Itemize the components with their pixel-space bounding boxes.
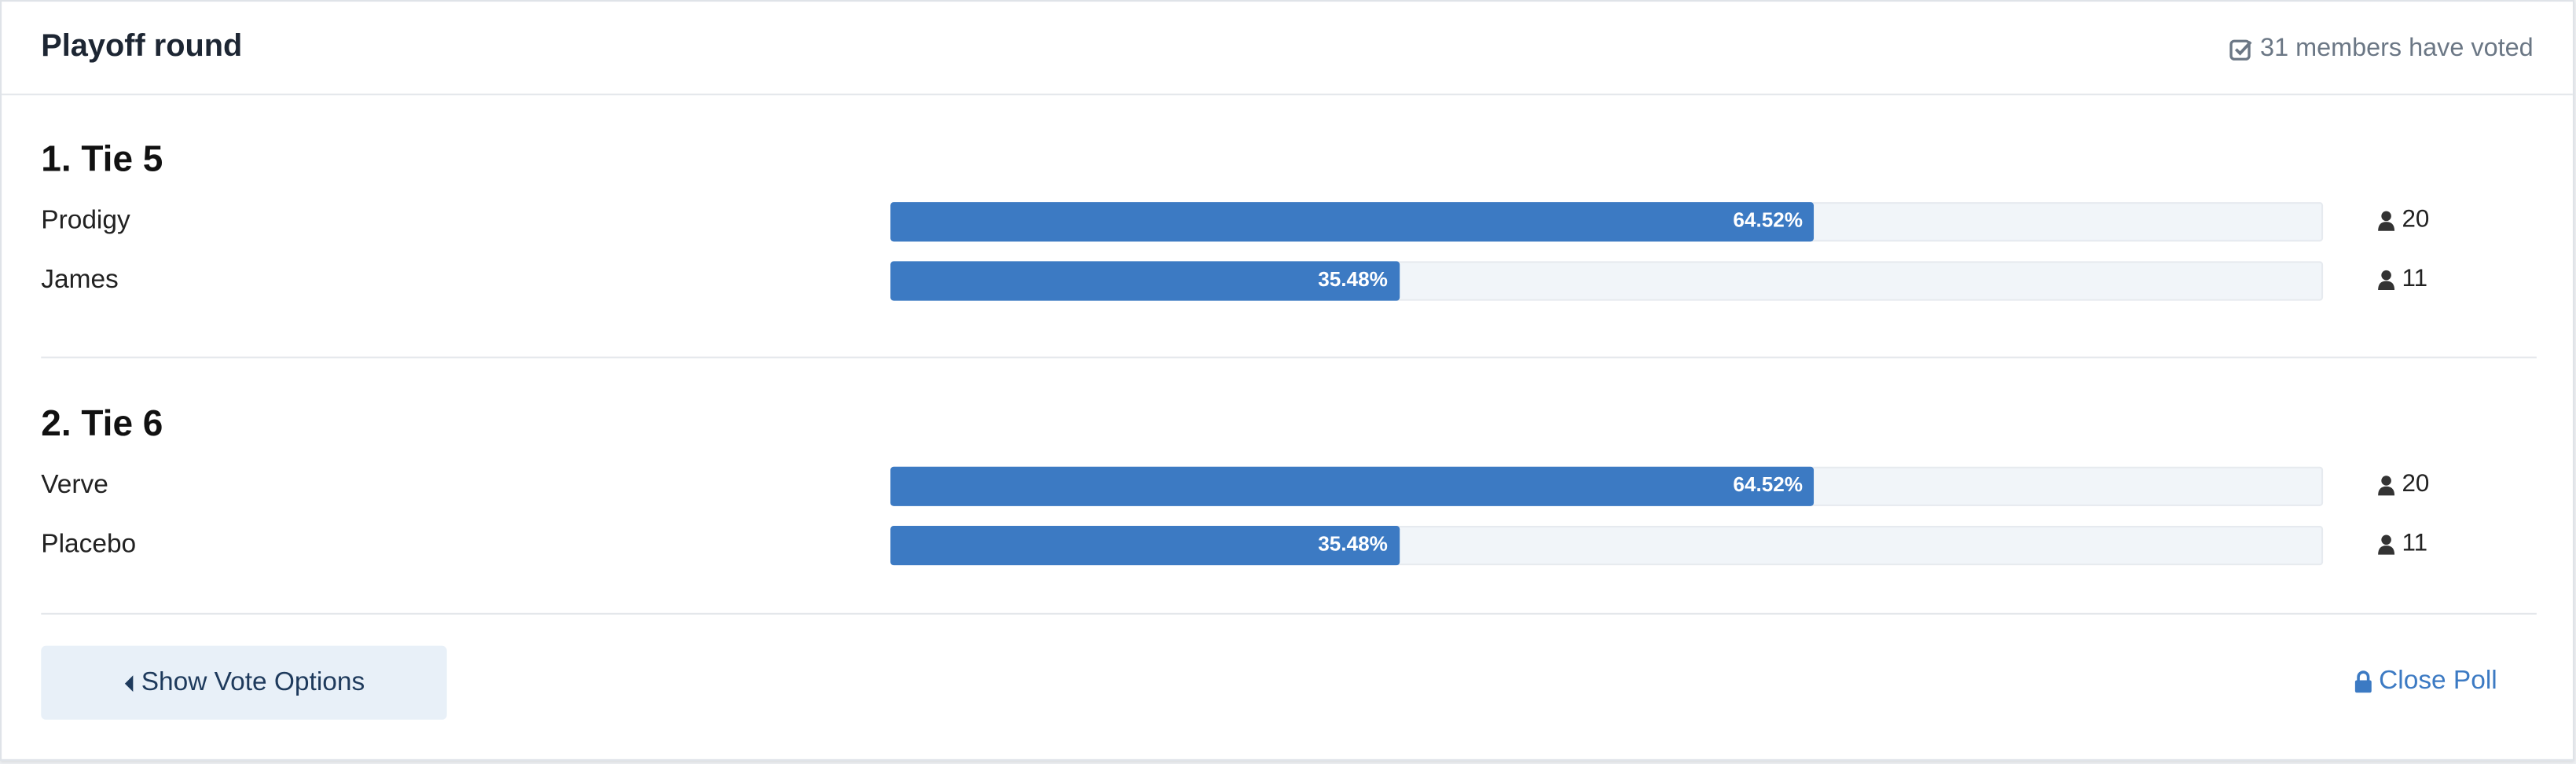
vote-count-text: 20 <box>2402 469 2430 498</box>
footer-divider <box>41 612 2537 615</box>
check-icon <box>2229 39 2251 61</box>
close-poll-link[interactable]: Close Poll <box>2354 663 2497 702</box>
percent-label: 35.48% <box>1318 267 1388 292</box>
percent-label: 64.52% <box>1733 473 1804 497</box>
vote-count: 11 <box>2377 259 2427 299</box>
result-bar: 64.52% <box>890 466 1815 506</box>
vote-count-text: 20 <box>2402 205 2430 233</box>
close-label: Close Poll <box>2379 667 2497 696</box>
user-icon <box>2378 475 2395 495</box>
user-icon <box>2378 534 2395 554</box>
voters-status: 31 members have voted <box>2229 28 2534 71</box>
user-icon <box>2378 269 2395 289</box>
option-label: James <box>41 266 119 295</box>
option-label: Verve <box>41 472 108 500</box>
vote-count: 20 <box>2377 465 2429 505</box>
vote-count: 11 <box>2377 524 2427 564</box>
result-track: 35.48% <box>890 525 2324 566</box>
result-track: 64.52% <box>890 466 2324 506</box>
header-divider <box>2 94 2573 96</box>
result-track: 64.52% <box>890 202 2324 242</box>
result-bar: 35.48% <box>890 525 1400 566</box>
result-bar: 35.48% <box>890 261 1400 301</box>
result-track: 35.48% <box>890 261 2324 301</box>
vote-count-text: 11 <box>2402 264 2428 293</box>
voters-text: 31 members have voted <box>2260 34 2534 63</box>
question-title: 1. Tie 5 <box>41 138 163 179</box>
question-title: 2. Tie 6 <box>41 402 163 444</box>
option-label: Prodigy <box>41 207 130 235</box>
lock-icon <box>2354 670 2372 693</box>
caret-icon <box>124 674 134 692</box>
result-bar: 64.52% <box>890 202 1815 242</box>
vote-count-text: 11 <box>2402 529 2428 557</box>
question-divider <box>41 356 2537 358</box>
button-label: Show Vote Options <box>141 667 365 696</box>
percent-label: 35.48% <box>1318 532 1388 556</box>
poll-title: Playoff round <box>41 29 243 64</box>
option-label: Placebo <box>41 531 137 559</box>
show-vote-options-button[interactable]: Show Vote Options <box>41 645 447 720</box>
user-icon <box>2378 210 2395 230</box>
percent-label: 64.52% <box>1733 208 1804 232</box>
vote-count: 20 <box>2377 200 2429 240</box>
